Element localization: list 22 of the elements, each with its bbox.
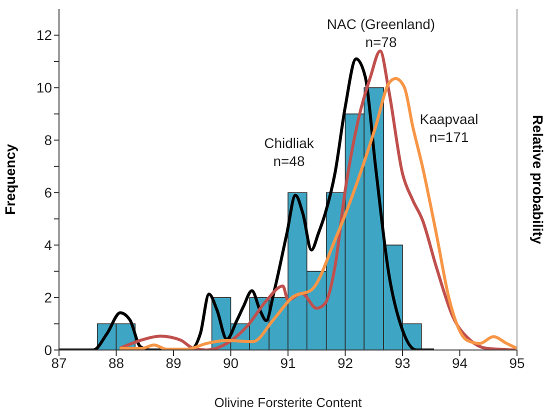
x-tick-label: 92 [337,354,354,371]
y-tick-label: 0 [44,342,52,358]
x-tick-label: 95 [509,354,525,371]
x-tick-label: 90 [222,354,239,371]
series-label: Kaapvaal n=171 [420,111,478,145]
x-tick-label: 88 [108,354,124,371]
y-axis-title: Frequency [2,144,18,215]
y-tick-label: 6 [44,184,52,201]
x-tick-label: 87 [51,354,67,371]
y-tick-label: 10 [36,80,52,96]
y-tick-label: 8 [44,132,52,148]
x-tick-label: 93 [394,354,410,371]
x-tick-label: 89 [166,354,182,371]
series-label: Chidliak n=48 [264,135,315,169]
x-axis-title: Olivine Forsterite Content [214,395,362,410]
y2-axis-title: Relative probability [530,114,546,244]
x-tick-label: 91 [280,354,296,371]
x-tick-label: 94 [452,354,468,371]
series-label: NAC (Greenland) n=78 [326,16,436,50]
y-tick-label: 2 [44,290,52,306]
y-tick-label: 12 [36,27,52,44]
y-tick-label: 4 [44,237,52,254]
